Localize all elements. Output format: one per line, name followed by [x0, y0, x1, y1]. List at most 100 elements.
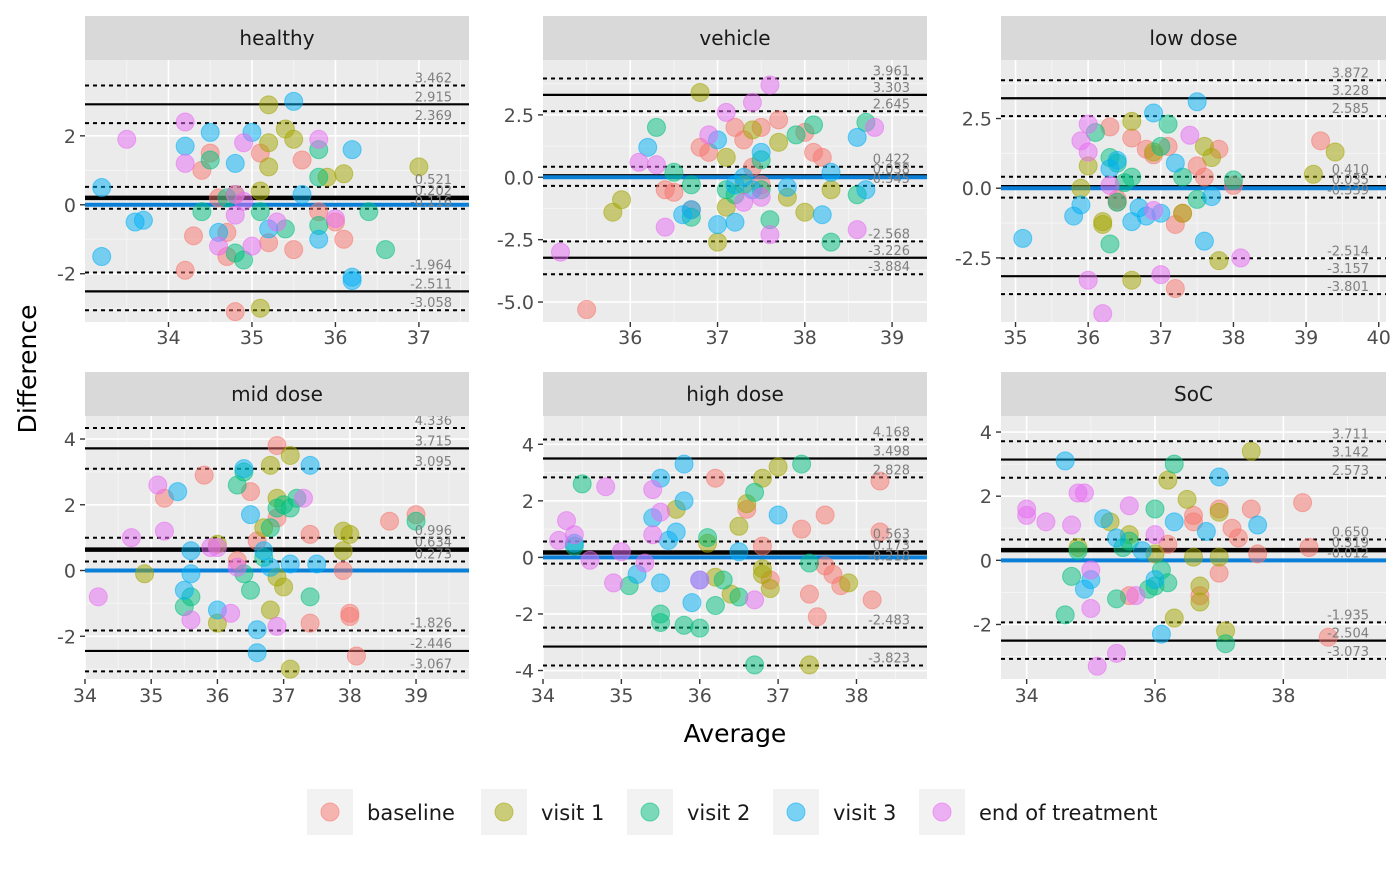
data-point: [1173, 203, 1193, 223]
x-tick-label: 39: [880, 327, 904, 349]
data-point: [1100, 234, 1120, 254]
data-point: [1093, 304, 1113, 322]
data-point: [674, 454, 694, 474]
y-tick-label: 4: [980, 422, 992, 444]
data-point: [1062, 515, 1082, 535]
data-point: [1216, 634, 1236, 654]
y-tick-label: 2: [522, 491, 534, 513]
x-tick-label: 36: [1076, 327, 1100, 349]
data-point: [250, 202, 270, 222]
data-point: [674, 615, 694, 635]
legend-label: visit 1: [541, 801, 604, 825]
data-point: [690, 82, 710, 102]
x-tick-label: 35: [1003, 327, 1027, 349]
data-point: [225, 205, 245, 225]
data-point: [342, 140, 362, 160]
data-point: [181, 610, 201, 630]
data-point: [1180, 125, 1200, 145]
data-point: [1164, 454, 1184, 474]
data-point: [1068, 541, 1088, 561]
data-point: [651, 573, 671, 593]
line-value-label: 2.828: [873, 463, 910, 478]
line-value-label: -0.218: [868, 550, 910, 565]
data-point: [342, 271, 362, 291]
data-point: [745, 655, 765, 675]
data-point: [1325, 142, 1345, 162]
data-point: [612, 190, 632, 210]
data-point: [259, 133, 279, 153]
data-point: [1209, 547, 1229, 567]
data-point: [1107, 192, 1127, 212]
x-tick-label: 34: [73, 685, 97, 707]
data-point: [309, 129, 329, 149]
line-value-label: -2.514: [1327, 244, 1369, 259]
line-value-label: -3.067: [410, 657, 452, 672]
data-point: [181, 564, 201, 584]
data-point: [234, 191, 254, 211]
data-point: [729, 542, 749, 562]
data-point: [1158, 470, 1178, 490]
data-point: [1299, 538, 1319, 557]
data-point: [742, 92, 762, 112]
data-point: [870, 471, 890, 491]
line-value-label: 3.142: [1332, 446, 1369, 461]
data-point: [681, 175, 701, 195]
line-value-label: 0.038: [873, 162, 910, 177]
data-point: [1081, 598, 1101, 618]
data-point: [1071, 178, 1091, 198]
y-tick-label: 4: [64, 429, 76, 451]
data-point: [300, 455, 320, 475]
y-tick-label: 2: [64, 495, 76, 517]
data-point: [241, 505, 261, 525]
data-point: [705, 595, 725, 615]
data-point: [192, 202, 212, 222]
data-point: [1311, 131, 1331, 151]
data-point: [611, 542, 631, 562]
data-point: [280, 554, 300, 574]
data-point: [768, 505, 788, 525]
data-point: [1132, 541, 1152, 561]
data-point: [651, 502, 671, 522]
data-point: [729, 516, 749, 536]
data-point: [564, 525, 584, 545]
data-point: [729, 587, 749, 607]
x-tick-label: 38: [1271, 685, 1295, 707]
data-point: [580, 550, 600, 570]
facet-strip: [1001, 372, 1386, 416]
data-point: [847, 220, 867, 240]
data-point: [760, 225, 780, 245]
data-point: [1122, 270, 1142, 290]
line-value-label: 3.095: [415, 455, 452, 470]
data-point: [1177, 489, 1197, 509]
data-point: [241, 580, 261, 600]
data-point: [260, 557, 280, 577]
y-tick-label: -4: [515, 661, 534, 683]
x-tick-label: 35: [240, 327, 264, 349]
data-point: [309, 229, 329, 249]
data-point: [175, 136, 195, 156]
y-tick-label: 0: [64, 195, 76, 217]
data-point: [699, 125, 719, 145]
data-point: [1062, 566, 1082, 586]
data-point: [777, 177, 797, 197]
data-point: [646, 155, 666, 175]
legend-swatch: [494, 802, 514, 822]
x-tick-label: 37: [1149, 327, 1173, 349]
line-value-label: 0.650: [1332, 525, 1369, 540]
x-tick-label: 36: [323, 327, 347, 349]
data-point: [1248, 544, 1268, 564]
data-point: [1081, 560, 1101, 580]
data-point: [346, 646, 366, 666]
data-point: [250, 298, 270, 318]
data-point: [259, 157, 279, 177]
data-point: [751, 142, 771, 162]
data-point: [333, 561, 353, 581]
data-point: [638, 137, 658, 157]
data-point: [92, 247, 112, 266]
facet-strip: [543, 16, 927, 60]
data-point: [168, 482, 188, 502]
data-point: [1145, 525, 1165, 545]
